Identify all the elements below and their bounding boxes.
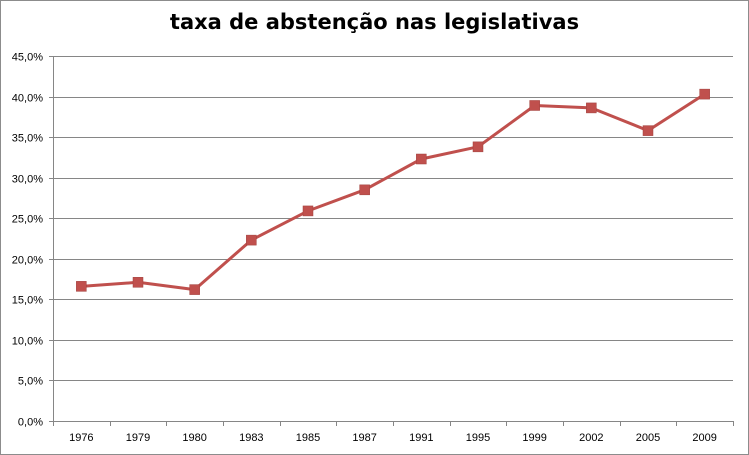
data-point [472, 141, 484, 153]
x-tick-label: 1987 [352, 432, 376, 444]
y-tick-label: 40,0% [12, 93, 43, 105]
x-tick-label: 1980 [182, 432, 206, 444]
data-point [699, 88, 710, 100]
x-tick-label: 1983 [239, 432, 263, 444]
data-point [642, 125, 654, 136]
y-tick-label: 5,0% [18, 376, 43, 388]
axes [49, 56, 734, 426]
data-point [586, 102, 597, 114]
y-tick-label: 0,0% [18, 417, 43, 429]
data-point [359, 184, 370, 196]
chart-title: taxa de abstenção nas legislativas [169, 10, 580, 34]
y-tick-label: 10,0% [12, 336, 43, 348]
data-point [132, 277, 144, 288]
data-point [529, 100, 540, 111]
data-point [416, 153, 427, 165]
y-axis-ticks: 0,0% 5,0% 10,0% 15,0% 20,0% 25,0% 30,0% 35,0% 40… [12, 52, 43, 429]
x-tick-label: 1995 [466, 432, 490, 444]
y-tick-label: 15,0% [12, 295, 43, 307]
x-tick-label: 1985 [296, 432, 320, 444]
x-tick-label: 2005 [636, 432, 660, 444]
data-point [246, 234, 257, 246]
y-tick-label: 45,0% [12, 52, 43, 64]
series-line [81, 92, 706, 292]
x-tick-label: 2002 [579, 432, 603, 444]
y-tick-label: 20,0% [12, 255, 43, 267]
x-axis-ticks: 1976 1979 1980 1983 1985 1987 1991 1995 1999 2002… [69, 432, 717, 444]
gridlines [53, 56, 733, 381]
x-tick-label: 1991 [409, 432, 433, 444]
y-tick-label: 35,0% [12, 133, 43, 145]
x-tick-label: 1999 [522, 432, 546, 444]
data-point [302, 205, 314, 217]
data-point [189, 284, 200, 295]
x-tick-label: 2009 [692, 432, 716, 444]
y-tick-label: 25,0% [12, 214, 43, 226]
series [76, 88, 710, 295]
x-tick-label: 1979 [126, 432, 150, 444]
data-point [76, 281, 87, 292]
x-tick-label: 1976 [69, 432, 93, 444]
y-tick-label: 30,0% [12, 174, 43, 186]
